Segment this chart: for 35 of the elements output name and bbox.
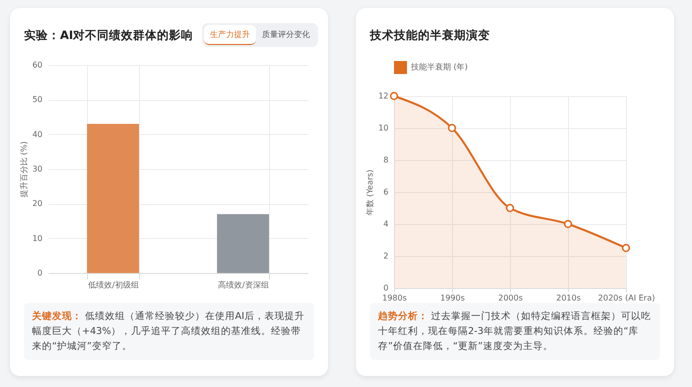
y-tick-label: 6: [383, 188, 388, 196]
text: 质量评分变化: [261, 29, 311, 41]
x-tick-label: 1990s: [440, 294, 465, 302]
legend-label: 技能半衰期 (年): [410, 62, 468, 72]
y-axis-title: 年数 (Years): [365, 170, 374, 216]
y-tick-label: 50: [32, 95, 42, 104]
y-tick-label: 8: [383, 156, 388, 164]
point: [448, 124, 456, 132]
x-tick-label: 1980s: [382, 294, 407, 302]
x-tick-label: 高绩效/资深组: [218, 280, 269, 290]
x-tick-label: 2010s: [556, 294, 581, 302]
point: [564, 220, 572, 228]
y-tick-label: 10: [32, 234, 42, 243]
y-tick-label: 60: [32, 60, 42, 70]
point: [390, 92, 398, 100]
point: [506, 204, 514, 212]
text: 趋势分析：: [378, 311, 428, 322]
chart-title: 技术技能的半衰期演变: [370, 28, 490, 43]
text: 生产力提升: [204, 25, 256, 45]
y-tick-label: 10: [378, 124, 388, 132]
x-tick-label: 2020s (AI Era): [598, 294, 655, 302]
y-tick-label: 0: [37, 268, 42, 278]
text: 关键发现：: [32, 311, 82, 322]
y-axis-title: 提升百分比 (%): [19, 141, 28, 198]
point: [622, 244, 630, 252]
y-tick-label: 30: [32, 164, 42, 174]
y-tick-label: 20: [32, 199, 42, 208]
chart-title: 实验：AI对不同绩效群体的影响: [24, 28, 194, 43]
y-tick-label: 0: [383, 284, 388, 292]
y-tick-label: 4: [383, 220, 388, 228]
x-tick-label: 低绩效/初级组: [88, 280, 139, 290]
x-tick-label: 2000s: [498, 294, 523, 302]
y-tick-label: 12: [378, 92, 388, 100]
y-tick-label: 2: [383, 252, 388, 260]
y-tick-label: 40: [32, 130, 42, 139]
